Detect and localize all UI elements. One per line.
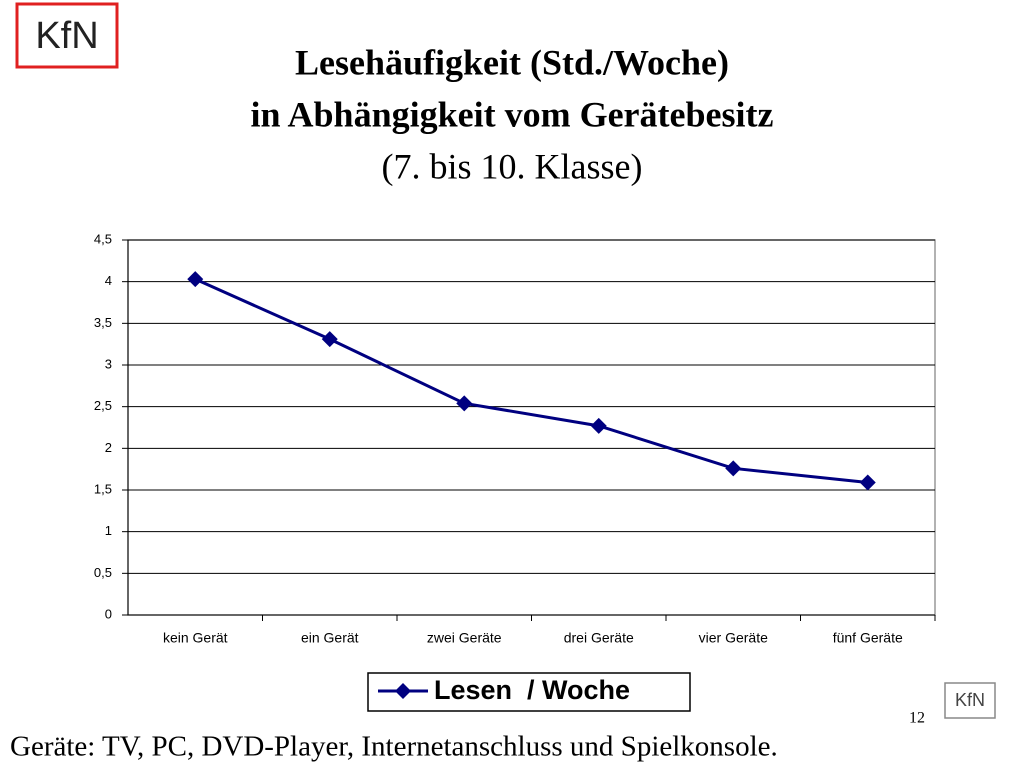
x-tick-label: drei Geräte (564, 630, 634, 646)
chart-title: in Abhängigkeit vom Gerätebesitz (251, 94, 774, 134)
marker (456, 395, 473, 412)
logo-small: KfN (955, 690, 985, 710)
y-tick-label: 4 (105, 273, 112, 288)
chart-subtitle: (7. bis 10. Klasse) (382, 146, 643, 186)
page-number: 12 (909, 710, 925, 727)
y-tick-label: 1 (105, 523, 112, 538)
series-line (194, 277, 868, 484)
y-tick-label: 3,5 (94, 315, 112, 330)
x-tick-label: ein Gerät (301, 630, 359, 646)
footnote: Geräte: TV, PC, DVD-Player, Internetansc… (10, 731, 778, 763)
logo-frame (15, 2, 119, 69)
y-tick-label: 4,5 (94, 231, 112, 246)
marker (725, 460, 742, 477)
logo-small-frame (944, 682, 996, 719)
legend-marker (395, 683, 411, 699)
chart-title: Lesehäufigkeit (Std./Woche) (295, 42, 729, 82)
x-tick-label: fünf Geräte (833, 630, 903, 646)
marker (859, 474, 876, 491)
y-tick-label: 3 (105, 356, 112, 371)
logo: KfN (35, 15, 98, 57)
marker (187, 271, 204, 288)
y-tick-label: 1,5 (94, 481, 112, 496)
legend-label: Lesen / Woche (434, 675, 630, 705)
y-tick-label: 0,5 (94, 565, 112, 580)
y-tick-label: 2 (105, 440, 112, 455)
y-tick-label: 0 (105, 606, 112, 621)
marker (590, 417, 607, 434)
x-tick-label: vier Geräte (699, 630, 768, 646)
x-tick-label: zwei Geräte (427, 630, 502, 646)
marker (321, 331, 338, 348)
y-tick-label: 2,5 (94, 398, 112, 413)
plot-area (127, 239, 936, 616)
x-tick-label: kein Gerät (163, 630, 228, 646)
